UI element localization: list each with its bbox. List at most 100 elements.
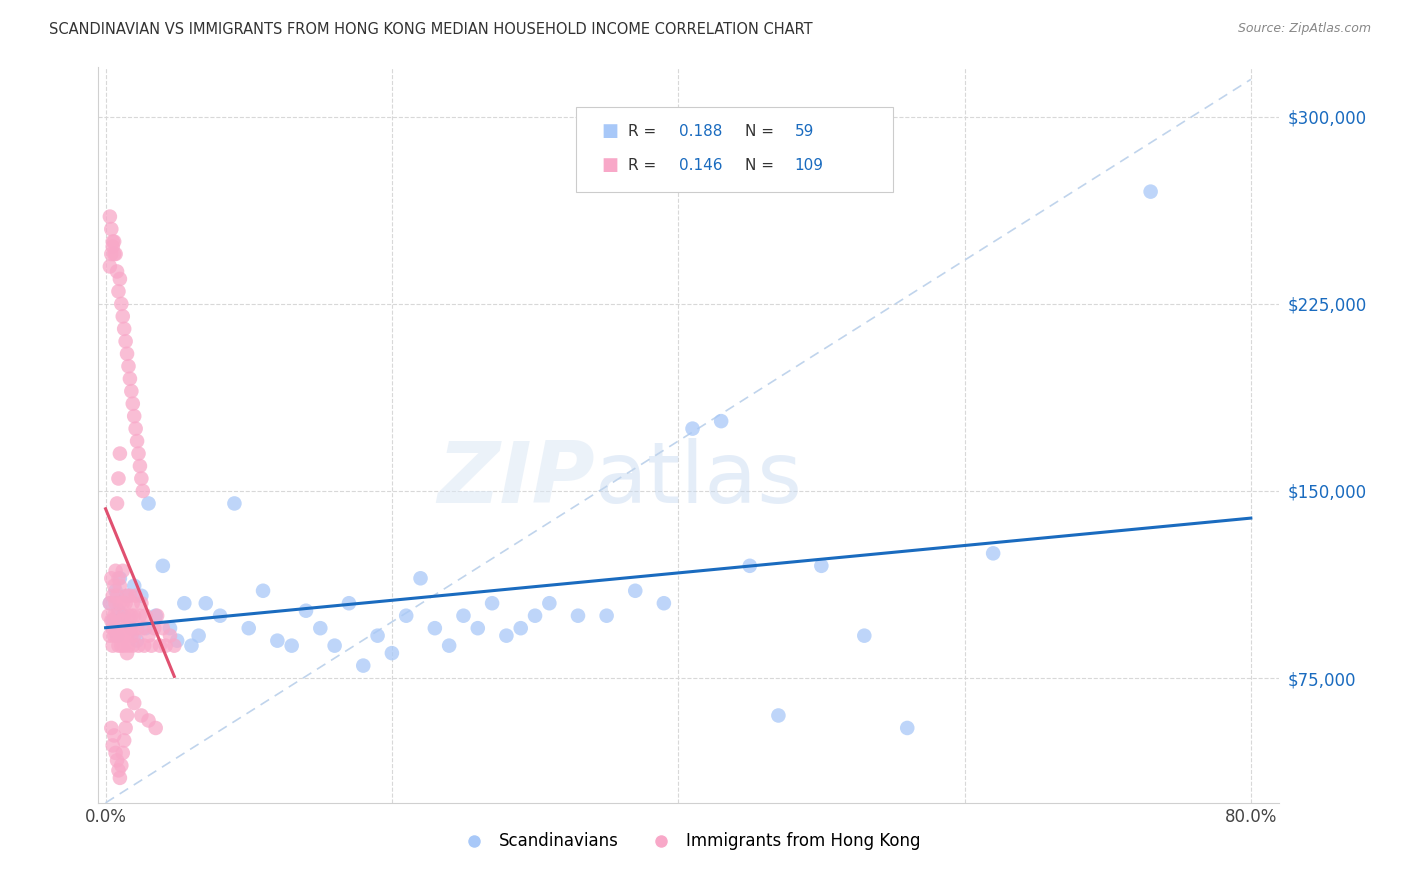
Point xyxy=(115,689,138,703)
Point xyxy=(131,708,153,723)
Point xyxy=(110,758,132,772)
Point xyxy=(103,728,125,742)
Point xyxy=(107,764,129,778)
Point xyxy=(125,633,148,648)
Point xyxy=(682,422,704,436)
Point xyxy=(135,621,157,635)
Text: Source: ZipAtlas.com: Source: ZipAtlas.com xyxy=(1237,22,1371,36)
Legend: Scandinavians, Immigrants from Hong Kong: Scandinavians, Immigrants from Hong Kong xyxy=(451,826,927,857)
Point xyxy=(352,658,374,673)
Text: 0.146: 0.146 xyxy=(679,158,723,172)
Point xyxy=(252,583,274,598)
Point xyxy=(107,471,129,485)
Point xyxy=(107,639,129,653)
Point xyxy=(145,721,167,735)
Point xyxy=(100,247,122,261)
Point xyxy=(103,235,125,249)
Text: SCANDINAVIAN VS IMMIGRANTS FROM HONG KONG MEDIAN HOUSEHOLD INCOME CORRELATION CH: SCANDINAVIAN VS IMMIGRANTS FROM HONG KON… xyxy=(49,22,813,37)
Point xyxy=(132,621,155,635)
Point xyxy=(323,639,346,653)
Point xyxy=(467,621,489,635)
Point xyxy=(453,608,475,623)
Point xyxy=(423,621,446,635)
Point xyxy=(108,446,131,460)
Point xyxy=(105,629,128,643)
Point xyxy=(98,629,121,643)
Point xyxy=(131,471,153,485)
Point xyxy=(115,708,138,723)
Point xyxy=(122,629,145,643)
Point xyxy=(194,596,217,610)
Point xyxy=(101,614,124,628)
Point xyxy=(152,558,174,573)
Point xyxy=(103,629,125,643)
Point xyxy=(112,608,135,623)
Point xyxy=(98,596,121,610)
Point xyxy=(125,621,148,635)
Point xyxy=(100,721,122,735)
Point xyxy=(1139,185,1161,199)
Point xyxy=(105,753,128,767)
Point xyxy=(367,629,389,643)
Text: 0.188: 0.188 xyxy=(679,124,723,138)
Point xyxy=(309,621,332,635)
Point xyxy=(166,633,188,648)
Point xyxy=(121,639,143,653)
Point xyxy=(114,721,136,735)
Point xyxy=(104,596,127,610)
Point xyxy=(173,596,195,610)
Point xyxy=(437,639,460,653)
Point xyxy=(108,579,131,593)
Point xyxy=(810,558,832,573)
Point xyxy=(108,771,131,785)
Point xyxy=(238,621,260,635)
Point xyxy=(112,639,135,653)
Point xyxy=(567,608,589,623)
Point xyxy=(112,322,135,336)
Point xyxy=(103,608,125,623)
Point xyxy=(111,564,134,578)
Point xyxy=(100,222,122,236)
Point xyxy=(104,564,127,578)
Point xyxy=(131,589,153,603)
Point xyxy=(122,696,145,710)
Point xyxy=(101,239,124,253)
Point xyxy=(112,733,135,747)
Point xyxy=(108,629,131,643)
Point xyxy=(266,633,288,648)
Point xyxy=(138,714,160,728)
Point xyxy=(280,639,302,653)
Point xyxy=(149,639,172,653)
Point xyxy=(118,621,141,635)
Point xyxy=(104,746,127,760)
Point xyxy=(124,589,146,603)
Point xyxy=(105,608,128,623)
Point xyxy=(98,210,121,224)
Point xyxy=(110,614,132,628)
Point xyxy=(107,604,129,618)
Point xyxy=(224,496,246,510)
Point xyxy=(209,608,232,623)
Point xyxy=(395,608,418,623)
Point xyxy=(128,446,150,460)
Point xyxy=(129,608,152,623)
Point xyxy=(738,558,761,573)
Point xyxy=(381,646,404,660)
Point xyxy=(624,583,647,598)
Point xyxy=(115,646,138,660)
Text: ■: ■ xyxy=(602,156,619,174)
Point xyxy=(105,629,128,643)
Point xyxy=(121,596,143,610)
Point xyxy=(103,579,125,593)
Point xyxy=(138,496,160,510)
Point xyxy=(105,264,128,278)
Point xyxy=(134,639,156,653)
Point xyxy=(101,639,124,653)
Point xyxy=(145,608,167,623)
Point xyxy=(101,739,124,753)
Point xyxy=(108,571,131,585)
Point xyxy=(155,639,177,653)
Point xyxy=(896,721,918,735)
Point xyxy=(111,629,134,643)
Point xyxy=(122,409,145,424)
